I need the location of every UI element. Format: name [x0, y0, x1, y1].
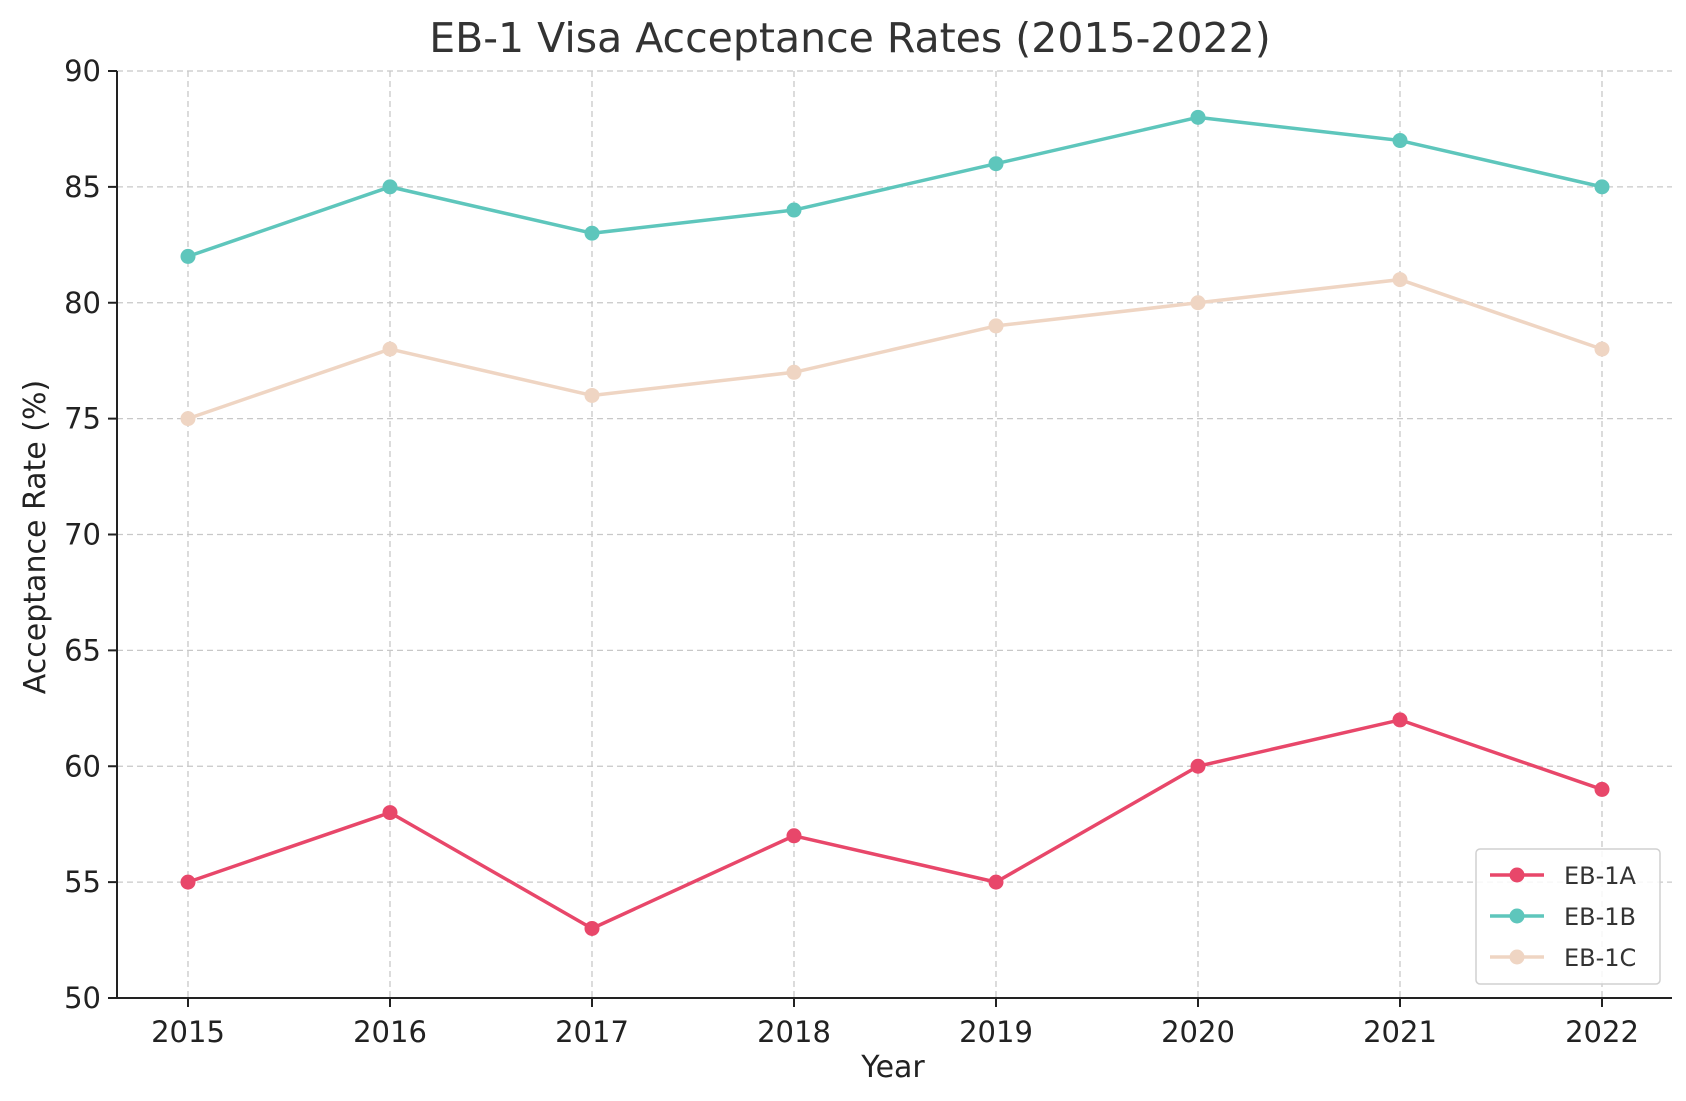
data-point [1190, 295, 1206, 311]
data-point [180, 248, 196, 264]
data-point [584, 387, 600, 403]
legend-label: EB-1B [1564, 903, 1636, 931]
data-point [180, 411, 196, 427]
data-point [1594, 341, 1610, 357]
x-tick-label: 2022 [1565, 1015, 1639, 1049]
series-eb-1b [180, 109, 1610, 264]
legend-label: EB-1A [1564, 862, 1637, 890]
data-point [1594, 781, 1610, 797]
data-point [584, 920, 600, 936]
x-tick-label: 2021 [1363, 1015, 1437, 1049]
data-point [988, 318, 1004, 334]
legend-marker [1509, 949, 1525, 965]
data-point [1594, 179, 1610, 195]
series-line [187, 718, 1603, 931]
legend-box [1475, 848, 1661, 985]
legend-item: EB-1A [1490, 862, 1637, 890]
y-tick-label: 90 [64, 54, 101, 88]
y-tick-label: 50 [64, 981, 101, 1015]
data-point [786, 828, 802, 844]
legend-marker [1509, 908, 1525, 924]
x-axis-label: Year [860, 1050, 925, 1085]
series-line [187, 277, 1603, 421]
series-layer [180, 109, 1610, 936]
y-axis-label: Acceptance Rate (%) [18, 380, 53, 694]
y-tick-label: 55 [64, 865, 101, 899]
x-tick-label: 2018 [757, 1015, 831, 1049]
x-tick-label: 2017 [555, 1015, 629, 1049]
axes-layer: 50 55 60 65 70 75 80 85 90 2015 2016 2017 2018 2019 20… [64, 54, 1672, 1049]
data-point [988, 874, 1004, 890]
data-point [786, 202, 802, 218]
y-tick-label: 75 [64, 402, 101, 436]
legend-marker [1509, 867, 1525, 883]
series-eb-1a [180, 712, 1610, 936]
data-point [1392, 272, 1408, 288]
grid-layer [117, 70, 1672, 999]
data-point [988, 156, 1004, 172]
y-tick-label: 60 [64, 749, 101, 783]
data-point [584, 225, 600, 241]
y-tick-label: 80 [64, 286, 101, 320]
data-point [786, 364, 802, 380]
data-point [180, 874, 196, 890]
x-tick-label: 2016 [353, 1015, 427, 1049]
y-tick-label: 85 [64, 170, 101, 204]
y-tick-label: 65 [64, 633, 101, 667]
legend: EB-1A EB-1B EB-1C [1475, 848, 1661, 985]
data-point [1190, 109, 1206, 125]
x-tick-label: 2015 [151, 1015, 225, 1049]
data-point [382, 341, 398, 357]
data-point [1190, 758, 1206, 774]
chart-title: EB-1 Visa Acceptance Rates (2015-2022) [429, 14, 1271, 62]
series-eb-1c [180, 272, 1610, 427]
y-tick-label: 70 [64, 518, 101, 552]
data-point [1392, 712, 1408, 728]
legend-item: EB-1C [1490, 944, 1636, 972]
legend-item: EB-1B [1490, 903, 1636, 931]
x-tick-label: 2019 [959, 1015, 1033, 1049]
data-point [382, 805, 398, 821]
x-tick-label: 2020 [1161, 1015, 1235, 1049]
data-point [382, 179, 398, 195]
series-line [187, 115, 1603, 259]
legend-label: EB-1C [1564, 944, 1636, 972]
data-point [1392, 133, 1408, 149]
